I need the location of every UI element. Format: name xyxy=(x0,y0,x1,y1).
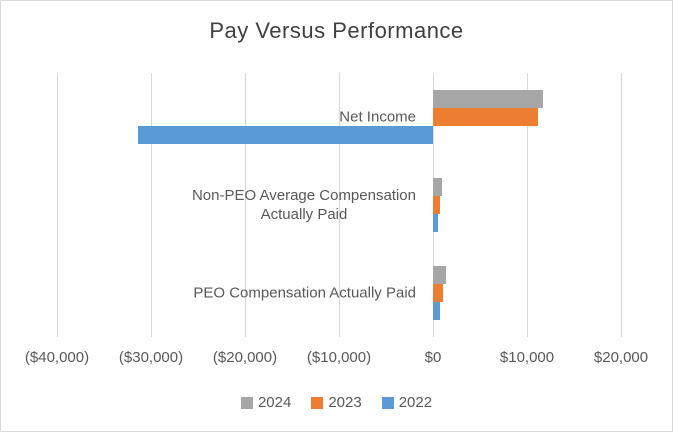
bar-2022 xyxy=(137,126,433,144)
gridline xyxy=(338,73,340,337)
x-axis-tick-label: ($30,000) xyxy=(118,349,184,366)
legend-item-2022: 2022 xyxy=(381,394,433,411)
bar-2022 xyxy=(433,302,440,320)
bar-2023 xyxy=(433,196,440,214)
x-axis-tick-label: $20,000 xyxy=(593,349,649,366)
legend-item-2023: 2023 xyxy=(311,394,362,411)
gridline xyxy=(244,73,246,337)
legend-item-2024: 2024 xyxy=(240,394,292,411)
bar-2024 xyxy=(433,90,543,108)
legend-label-2024: 2024 xyxy=(257,394,292,411)
category-label: Net Income xyxy=(339,108,416,126)
x-axis-tick-label: $10,000 xyxy=(499,349,555,366)
gridline xyxy=(56,73,58,337)
bar-2024 xyxy=(433,266,447,284)
legend-swatch-icon-2023 xyxy=(311,396,324,409)
category-label: Non-PEO Average Compensation Actually Pa… xyxy=(191,187,416,223)
x-axis-tick-label: ($10,000) xyxy=(306,349,372,366)
gridline xyxy=(150,73,152,337)
x-axis-tick-label: ($20,000) xyxy=(212,349,278,366)
gridline xyxy=(620,73,622,337)
category-label: PEO Compensation Actually Paid xyxy=(193,284,416,302)
legend-label-2022: 2022 xyxy=(398,394,433,411)
legend: 2024 2023 2022 xyxy=(1,394,672,411)
legend-label-2023: 2023 xyxy=(328,394,362,411)
chart-title: Pay Versus Performance xyxy=(209,18,464,43)
gridline xyxy=(526,73,528,337)
legend-swatch-icon-2022 xyxy=(381,396,394,409)
x-axis-tick-label: ($40,000) xyxy=(24,349,90,366)
legend-swatch-icon-2024 xyxy=(240,396,253,409)
bar-2023 xyxy=(433,108,539,126)
bar-2022 xyxy=(433,214,438,232)
bar-2024 xyxy=(433,178,442,196)
bar-2023 xyxy=(433,284,444,302)
x-axis-tick-label: $0 xyxy=(424,349,442,366)
